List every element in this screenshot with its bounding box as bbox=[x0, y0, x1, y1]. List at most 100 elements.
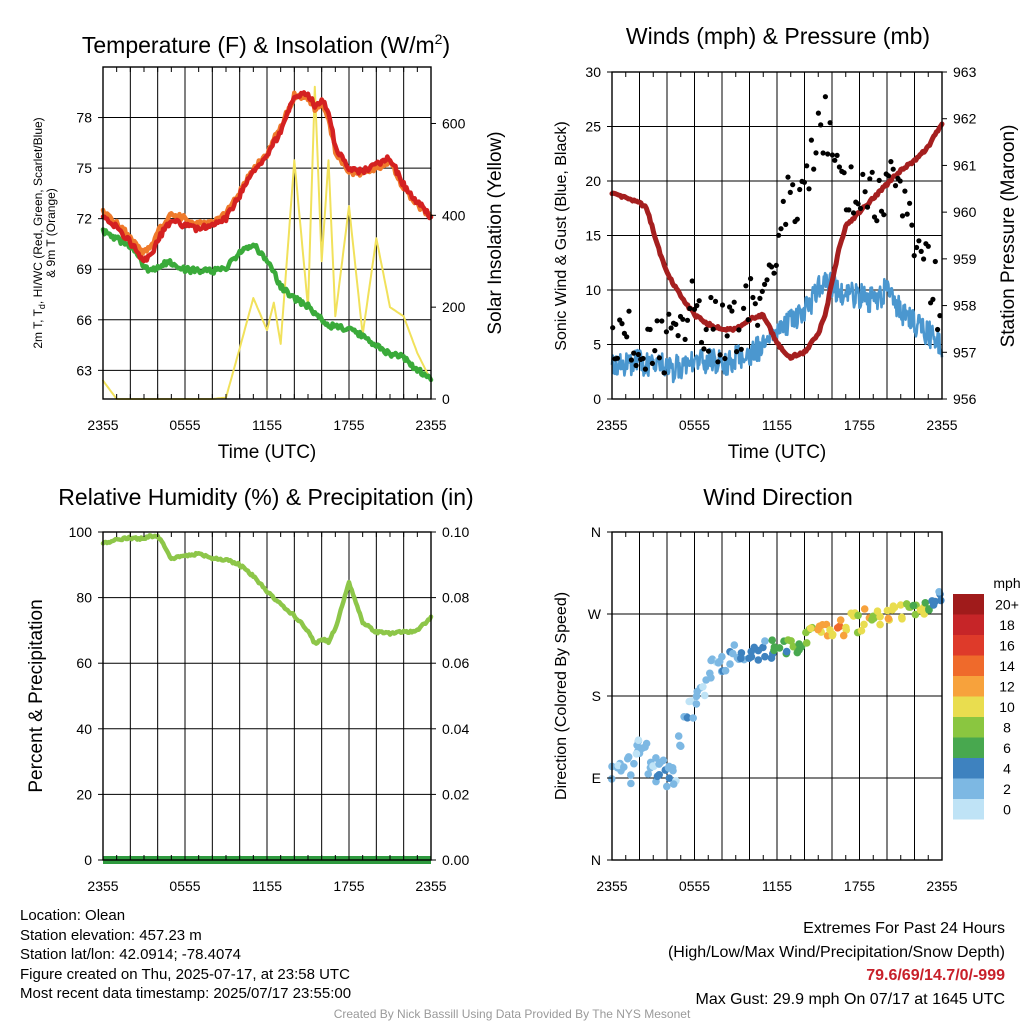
y-right-tick-label: 0.06 bbox=[442, 655, 469, 671]
direction-point bbox=[889, 602, 898, 610]
direction-series bbox=[607, 588, 945, 791]
y-right-tick-label: 962 bbox=[953, 111, 977, 127]
extremes-values: 79.6/69/14.7/0/-999 bbox=[866, 967, 1005, 984]
direction-point bbox=[623, 754, 632, 763]
direction-point bbox=[839, 631, 848, 640]
gust-point bbox=[860, 171, 866, 177]
direction-point bbox=[702, 676, 710, 684]
y-right-tick-label: 958 bbox=[953, 298, 977, 314]
gust-point bbox=[794, 216, 800, 222]
legend-swatch bbox=[953, 717, 984, 738]
direction-point bbox=[627, 779, 635, 788]
legend-swatch bbox=[953, 737, 984, 758]
y-right-tick-label: 0 bbox=[442, 391, 450, 407]
legend-swatch bbox=[953, 696, 984, 717]
direction-point bbox=[659, 756, 668, 765]
gust-point bbox=[736, 327, 742, 333]
gust-point bbox=[850, 210, 857, 216]
legend-label: 10 bbox=[999, 699, 1015, 715]
gust-point bbox=[628, 357, 635, 363]
y-left-tick-label: 66 bbox=[76, 312, 92, 328]
y-left-tick-label: 15 bbox=[585, 228, 601, 244]
y-right-tick-label: 959 bbox=[953, 251, 977, 267]
legend-label: 14 bbox=[999, 658, 1015, 674]
gust-point bbox=[666, 311, 672, 317]
direction-point bbox=[644, 770, 652, 778]
winds-right-ylabel: Station Pressure (Maroon) bbox=[998, 125, 1019, 348]
gust-point bbox=[790, 182, 796, 188]
legend-label: 18 bbox=[999, 617, 1015, 633]
gust-point bbox=[614, 355, 621, 361]
direction-point bbox=[674, 732, 683, 740]
direction-point bbox=[876, 620, 884, 629]
gust-point bbox=[911, 253, 917, 259]
direction-point bbox=[797, 643, 806, 651]
legend-swatch bbox=[953, 594, 984, 615]
gust-point bbox=[680, 316, 686, 322]
y-right-tick-label: 960 bbox=[953, 204, 977, 220]
x-tick-label: 0555 bbox=[679, 417, 710, 433]
direction-point bbox=[911, 610, 920, 619]
direction-point bbox=[669, 780, 678, 788]
gust-point bbox=[932, 258, 938, 265]
direction-point bbox=[754, 656, 763, 664]
gust-point bbox=[668, 325, 674, 331]
gust-point bbox=[724, 333, 730, 339]
humidity-ticks: 2355 0555 1155 1755 2355 0 20 40 60 80 100 0.00 0.02… bbox=[69, 524, 470, 894]
gust-point bbox=[710, 326, 716, 332]
humidity-left-ylabel: Percent & Precipitation bbox=[26, 599, 47, 792]
direction-point bbox=[873, 607, 882, 615]
x-tick-label: 2355 bbox=[596, 878, 627, 894]
legend-swatch bbox=[953, 655, 984, 676]
gust-point bbox=[881, 212, 887, 218]
gust-point bbox=[914, 244, 920, 251]
gust-point bbox=[684, 317, 691, 323]
gust-point bbox=[673, 321, 679, 327]
gust-point bbox=[907, 200, 913, 206]
speed-legend: mph 20+ 18 16 14 12 10 8 6 4 2 0 bbox=[953, 575, 1021, 820]
humidity-grid bbox=[103, 531, 431, 861]
direction-point bbox=[937, 596, 945, 605]
gust-point bbox=[663, 329, 670, 335]
direction-point bbox=[759, 643, 767, 652]
y-right-tick-label: 0.04 bbox=[442, 721, 469, 737]
winds-xlabel: Time (UTC) bbox=[728, 442, 827, 463]
y-left-tick-label: 20 bbox=[585, 173, 601, 189]
x-tick-label: 2355 bbox=[596, 417, 627, 433]
direction-point bbox=[668, 764, 677, 772]
gust-point bbox=[902, 188, 908, 194]
y-left-tick-label: 80 bbox=[76, 590, 92, 606]
direction-point bbox=[909, 601, 918, 610]
gust-point bbox=[827, 120, 833, 126]
direction-point bbox=[630, 759, 638, 768]
y-right-tick-label: 957 bbox=[953, 344, 977, 360]
gust-point bbox=[701, 346, 707, 352]
gust-point bbox=[745, 317, 751, 323]
direction-point bbox=[868, 616, 876, 624]
y-right-tick-label: 961 bbox=[953, 157, 977, 173]
x-tick-label: 1155 bbox=[762, 417, 792, 433]
gust-point bbox=[764, 277, 770, 283]
gust-point bbox=[715, 359, 721, 365]
gust-point bbox=[738, 346, 744, 352]
direction-point bbox=[806, 624, 815, 633]
gust-point bbox=[633, 362, 639, 369]
gust-point bbox=[918, 248, 924, 254]
direction-point bbox=[665, 774, 674, 782]
gust-point bbox=[930, 296, 936, 302]
gust-point bbox=[762, 281, 768, 287]
y-right-tick-label: 0.08 bbox=[442, 590, 469, 606]
gust-point bbox=[757, 295, 763, 301]
gust-point bbox=[825, 151, 831, 157]
gust-point bbox=[642, 366, 649, 372]
winds-series bbox=[609, 94, 945, 384]
direction-point bbox=[802, 639, 811, 647]
x-tick-label: 0555 bbox=[169, 878, 200, 894]
gust-point bbox=[815, 110, 822, 116]
direction-point bbox=[826, 626, 834, 634]
gust-point bbox=[619, 321, 625, 327]
gust-point bbox=[610, 325, 616, 331]
gust-point bbox=[822, 94, 829, 100]
direction-point bbox=[833, 624, 842, 632]
gust-point bbox=[937, 313, 943, 319]
